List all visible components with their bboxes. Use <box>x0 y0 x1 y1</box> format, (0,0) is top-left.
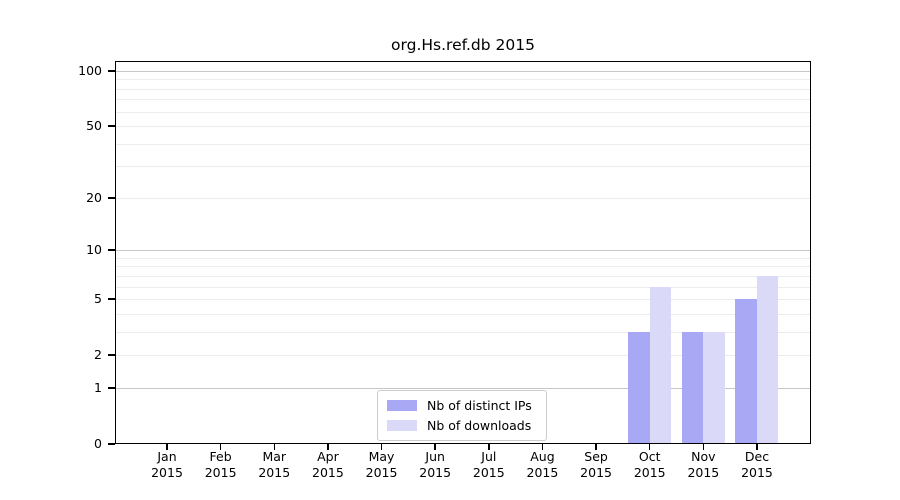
bar-distinct-ips-dec <box>735 299 757 444</box>
y-tick-mark <box>108 197 115 199</box>
legend-item-downloads: Nb of downloads <box>387 418 537 433</box>
y-tick-mark <box>108 298 115 300</box>
minor-gridline <box>115 126 811 128</box>
y-tick-label: 5 <box>94 291 102 307</box>
minor-gridline <box>115 166 811 168</box>
x-tick-mark <box>273 444 276 450</box>
legend-label-distinct-ips: Nb of distinct IPs <box>427 398 532 413</box>
x-tick-label-may: May 2015 <box>365 449 398 480</box>
x-tick-mark <box>595 444 597 450</box>
x-tick-label-oct: Oct 2015 <box>633 449 666 480</box>
x-tick-mark <box>648 444 651 450</box>
x-tick-mark <box>702 444 705 450</box>
plot-area <box>115 61 811 444</box>
minor-gridline <box>115 143 811 145</box>
y-tick-label: 10 <box>86 242 102 258</box>
legend-swatch-distinct-ips <box>387 400 417 411</box>
legend-item-distinct-ips: Nb of distinct IPs <box>387 398 537 413</box>
chart-title: org.Hs.ref.db 2015 <box>391 36 535 54</box>
minor-gridline <box>115 88 811 90</box>
y-tick-label: 2 <box>94 347 102 363</box>
y-tick-mark <box>108 249 115 251</box>
x-tick-label-aug: Aug 2015 <box>526 449 559 480</box>
x-tick-label-jan: Jan 2015 <box>151 449 183 480</box>
bar-distinct-ips-oct <box>628 331 650 444</box>
minor-gridline <box>115 257 811 259</box>
x-tick-mark <box>380 444 383 450</box>
major-gridline <box>115 250 811 252</box>
x-tick-mark <box>541 444 544 450</box>
x-tick-mark <box>219 444 222 450</box>
x-tick-label-mar: Mar 2015 <box>258 449 291 480</box>
y-tick-mark <box>108 125 115 127</box>
minor-gridline <box>115 313 811 315</box>
minor-gridline <box>115 331 811 333</box>
y-tick-label: 100 <box>78 63 102 78</box>
x-tick-label-nov: Nov 2015 <box>687 449 720 480</box>
major-gridline <box>115 387 811 389</box>
x-tick-label-jul: Jul 2015 <box>472 449 505 480</box>
minor-gridline <box>115 299 811 301</box>
major-gridline <box>115 71 811 72</box>
x-tick-label-dec: Dec 2015 <box>741 449 773 480</box>
minor-gridline <box>115 266 811 268</box>
x-tick-label-jun: Jun 2015 <box>419 449 452 480</box>
x-tick-mark <box>756 444 758 450</box>
legend-swatch-downloads <box>387 420 417 431</box>
x-tick-label-apr: Apr 2015 <box>312 449 344 480</box>
minor-gridline <box>115 355 811 357</box>
minor-gridline <box>115 99 811 101</box>
y-tick-mark <box>108 354 115 356</box>
y-tick-mark <box>108 70 115 72</box>
y-tick-label: 50 <box>86 118 102 134</box>
legend: Nb of distinct IPs Nb of downloads <box>377 390 547 441</box>
minor-gridline <box>115 197 811 199</box>
y-tick-label: 1 <box>94 379 102 395</box>
y-tick-mark <box>108 443 115 445</box>
x-tick-mark <box>488 444 490 450</box>
minor-gridline <box>115 275 811 277</box>
minor-gridline <box>115 111 811 113</box>
minor-gridline <box>115 79 811 81</box>
x-tick-mark <box>434 444 436 450</box>
legend-label-downloads: Nb of downloads <box>427 418 532 433</box>
bar-downloads-nov <box>703 331 725 444</box>
bar-distinct-ips-nov <box>681 331 704 444</box>
x-tick-mark <box>327 444 329 450</box>
minor-gridline <box>115 286 811 288</box>
bar-downloads-oct <box>649 286 672 444</box>
x-tick-mark <box>166 444 168 450</box>
y-tick-label: 0 <box>94 436 102 451</box>
y-tick-mark <box>108 387 115 389</box>
y-tick-label: 20 <box>86 189 102 205</box>
bar-downloads-dec <box>756 275 779 444</box>
x-tick-label-feb: Feb 2015 <box>204 449 237 480</box>
x-tick-label-sep: Sep 2015 <box>580 449 612 480</box>
